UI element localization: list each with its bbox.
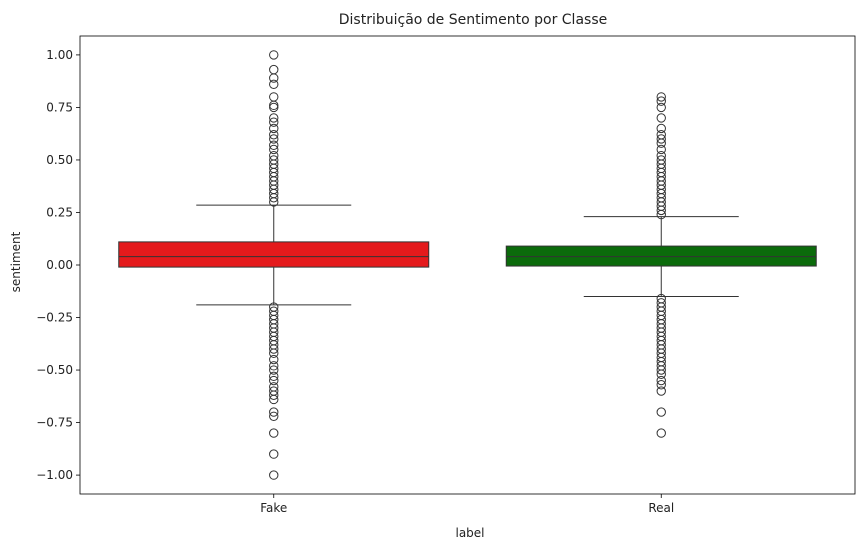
x-tick-label: Fake <box>260 501 287 515</box>
outlier-point <box>269 144 279 155</box>
y-tick-label: −0.75 <box>36 416 73 430</box>
outlier-point <box>269 193 279 203</box>
y-tick-label: 0.75 <box>46 100 73 114</box>
chart-title: Distribuição de Sentimento por Classe <box>339 12 607 28</box>
outlier-point <box>269 470 279 480</box>
outlier-point <box>269 79 279 90</box>
outlier-point <box>269 140 279 150</box>
box-real <box>505 92 817 438</box>
outlier-point <box>269 113 279 123</box>
y-tick-label: −0.50 <box>36 363 73 377</box>
outlier-point <box>269 50 279 60</box>
box-fake <box>118 50 430 480</box>
outlier-point <box>656 209 666 220</box>
x-tick-label: Real <box>648 501 674 515</box>
outlier-point <box>269 394 279 405</box>
outlier-point <box>269 365 279 375</box>
y-tick-label: 0.50 <box>46 153 73 167</box>
outlier-point <box>656 138 666 148</box>
outlier-point <box>656 113 666 123</box>
outlier-point <box>656 96 666 106</box>
y-tick-label: 0.25 <box>46 205 73 219</box>
y-tick-label: 0.00 <box>46 258 73 272</box>
outlier-point <box>269 64 279 75</box>
outlier-point <box>656 92 666 102</box>
outlier-point <box>656 380 666 390</box>
outlier-point <box>269 354 279 365</box>
outlier-point <box>269 92 279 102</box>
outlier-point <box>269 361 279 371</box>
outlier-point <box>656 369 666 379</box>
outlier-point <box>656 375 666 386</box>
outlier-point <box>269 197 279 207</box>
y-tick-label: −1.00 <box>36 468 73 482</box>
outlier-point <box>656 134 666 144</box>
outlier-point <box>269 449 279 459</box>
outlier-point <box>269 407 279 417</box>
y-tick-label: −0.25 <box>36 311 73 325</box>
y-axis: −1.00 −0.75 −0.50 −0.25 0.00 0.25 0.50 0.75 1.00 <box>36 48 80 482</box>
outlier-point <box>656 205 666 216</box>
outlier-point <box>656 365 666 375</box>
outlier-point <box>269 371 279 382</box>
outlier-point <box>269 390 279 400</box>
x-axis-label: label <box>455 526 484 540</box>
outlier-point <box>656 144 666 155</box>
outlier-point <box>656 123 666 134</box>
outlier-point <box>269 123 279 134</box>
y-tick-label: 1.00 <box>46 48 73 62</box>
x-axis: Fake Real <box>260 494 674 515</box>
outlier-point <box>656 386 666 396</box>
box-iqr <box>505 245 817 267</box>
outlier-point <box>656 407 666 417</box>
box-iqr <box>118 241 430 268</box>
outlier-point <box>269 73 279 83</box>
outlier-point <box>269 375 279 386</box>
outlier-point <box>269 411 279 421</box>
outlier-point <box>269 117 279 127</box>
outlier-point <box>269 134 279 144</box>
outlier-point <box>269 344 279 354</box>
outlier-point <box>656 102 666 113</box>
outlier-point <box>269 428 279 438</box>
outlier-point <box>656 428 666 438</box>
outlier-point <box>269 130 279 140</box>
y-axis-label: sentiment <box>9 231 23 292</box>
outlier-point <box>269 100 279 111</box>
plot-area <box>79 35 856 495</box>
outlier-point <box>269 102 279 113</box>
outlier-point <box>269 348 279 358</box>
